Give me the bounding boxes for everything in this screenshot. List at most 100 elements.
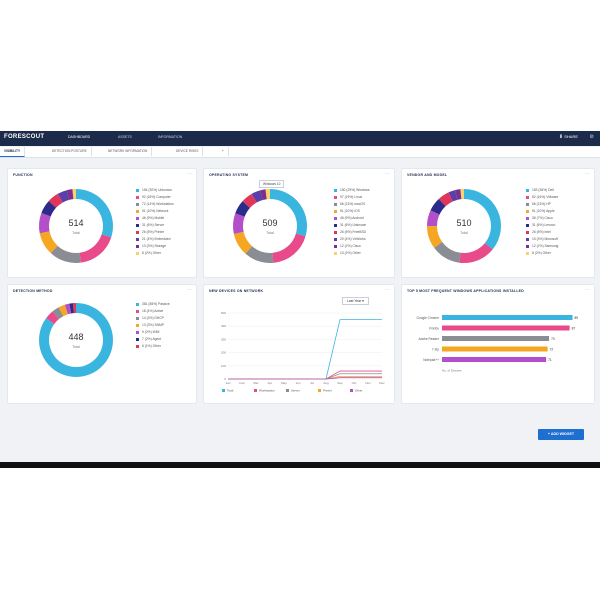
donut-slice-cisco[interactable]	[427, 210, 440, 227]
donut-slice-intel[interactable]	[438, 192, 453, 207]
card-menu-icon[interactable]: ⋯	[385, 171, 390, 177]
donut-slice-snmp[interactable]	[58, 304, 68, 317]
legend-item[interactable]: 10 (2%) Other	[334, 250, 370, 257]
legend-item[interactable]: 66 (13%) macOS	[334, 201, 370, 208]
add-widget-button[interactable]: + ADD WIDGET	[538, 429, 584, 440]
legend-item[interactable]: 8 (2%) Other	[136, 250, 174, 257]
donut-slice-unknown[interactable]	[235, 201, 251, 217]
legend-item[interactable]: 31 (6%) Lenovo	[526, 222, 558, 229]
donut-slice-server[interactable]	[41, 201, 57, 217]
brand-logo[interactable]: FORESCOUT	[4, 134, 45, 140]
settings-icon[interactable]: ⚙	[589, 134, 594, 140]
series-line-total[interactable]	[228, 319, 382, 380]
legend-item[interactable]: 26 (5%) FreeBSD	[334, 229, 370, 236]
series-line-other[interactable]	[228, 377, 382, 380]
nav-assets[interactable]: ASSETS	[118, 135, 132, 139]
donut-slice-dhcp[interactable]	[52, 307, 64, 320]
tab-device-risks[interactable]: DEVICE RISKS	[172, 147, 204, 156]
donut-slice-vmware[interactable]	[459, 242, 493, 263]
legend-item[interactable]: 46 (9%) Mobile	[136, 215, 174, 222]
donut-slice-samsung[interactable]	[454, 189, 462, 200]
donut-slice-passive[interactable]	[39, 303, 113, 377]
legend-item[interactable]: 36 (7%) Cisco	[526, 215, 558, 222]
donut-slice-windows[interactable]	[269, 189, 307, 237]
donut-slice-mobile[interactable]	[39, 212, 51, 234]
donut-slice-workstation[interactable]	[50, 245, 81, 263]
tab-visibility[interactable]: VISIBILITY	[0, 147, 26, 157]
donut-slice-macos[interactable]	[245, 246, 274, 263]
legend-item[interactable]: 9 (2%) WMI	[136, 329, 170, 336]
donut-slice-hp[interactable]	[434, 241, 461, 263]
legend-item[interactable]: 6 (1%) Other	[136, 343, 170, 350]
nav-information[interactable]: INFORMATION	[158, 135, 183, 139]
legend-item[interactable]: 66 (13%) HP	[526, 201, 558, 208]
legend-item[interactable]: 8 (2%) Other	[526, 250, 558, 257]
bar-adobe-reader[interactable]	[442, 336, 550, 341]
legend-item[interactable]: 31 (6%) Unknown	[334, 222, 370, 229]
legend-item[interactable]: 26 (5%) Intel	[526, 229, 558, 236]
donut-slice-wmi[interactable]	[64, 303, 72, 315]
time-range-select[interactable]: Last Year ▾	[342, 297, 369, 305]
donut-slice-linux[interactable]	[272, 233, 306, 263]
legend-item[interactable]: 183 (36%) Dell	[526, 187, 558, 194]
legend-item[interactable]: 13 (3%) SNMP	[136, 322, 170, 329]
legend-label[interactable]: Server	[291, 389, 300, 393]
bar-google-chrome[interactable]	[442, 315, 573, 320]
donut-slice-dell[interactable]	[463, 189, 501, 250]
legend-item[interactable]: 12 (2%) Samsung	[526, 243, 558, 250]
legend-item[interactable]: 72 (14%) Workstation	[136, 201, 174, 208]
bar-7-zip[interactable]	[442, 346, 548, 352]
legend-item[interactable]: 154 (30%) Unknown	[136, 187, 174, 194]
legend-label[interactable]: Other	[355, 389, 363, 393]
donut-slice-apple[interactable]	[427, 225, 443, 248]
donut-slice-cisco[interactable]	[260, 189, 267, 201]
card-menu-icon[interactable]: ⋯	[187, 287, 192, 293]
donut-slice-active[interactable]	[46, 311, 59, 325]
bar-notepad-[interactable]	[442, 357, 547, 362]
legend-item[interactable]: 97 (19%) Linux	[334, 194, 370, 201]
bar-firefox[interactable]	[442, 325, 570, 331]
donut-slice-unknown[interactable]	[75, 189, 113, 238]
tab-add[interactable]: +	[218, 147, 229, 156]
legend-item[interactable]: 82 (16%) VMware	[526, 194, 558, 201]
card-menu-icon[interactable]: ⋯	[585, 287, 590, 293]
legend-item[interactable]: 150 (29%) Windows	[334, 187, 370, 194]
donut-slice-lenovo[interactable]	[430, 198, 446, 215]
legend-item[interactable]: 51 (10%) Network	[136, 208, 174, 215]
donut-slice-embedded[interactable]	[57, 190, 70, 203]
legend-item[interactable]: 12 (2%) Cisco	[334, 243, 370, 250]
legend-label[interactable]: Printer	[323, 389, 332, 393]
donut-slice-network[interactable]	[39, 231, 58, 254]
donut-slice-freebsd[interactable]	[242, 193, 257, 209]
share-button[interactable]: ⬇ SHARE	[559, 134, 578, 140]
legend-item[interactable]: 20 (4%) VxWorks	[334, 236, 370, 243]
donut-slice-storage[interactable]	[66, 189, 74, 200]
card-menu-icon[interactable]: ⋯	[585, 171, 590, 177]
tab-detection-posture[interactable]: DETECTION POSTURE	[48, 147, 92, 156]
legend-item[interactable]: 51 (10%) iOS	[334, 208, 370, 215]
legend-item[interactable]: 15 (3%) Microsoft	[526, 236, 558, 243]
legend-item[interactable]: 14 (3%) DHCP	[136, 315, 170, 322]
legend-item[interactable]: 21 (4%) Embedded	[136, 236, 174, 243]
legend-item[interactable]: 92 (18%) Computer	[136, 194, 174, 201]
nav-dashboard[interactable]: DASHBOARD	[68, 135, 91, 139]
donut-slice-printer[interactable]	[48, 193, 63, 208]
donut-slice-ios[interactable]	[233, 231, 253, 254]
donut-slice-microsoft[interactable]	[448, 190, 458, 202]
legend-item[interactable]: 31 (6%) Server	[136, 222, 174, 229]
card-menu-icon[interactable]: ⋯	[187, 171, 192, 177]
legend-label[interactable]: Workstation	[259, 389, 275, 393]
card-menu-icon[interactable]: ⋯	[385, 287, 390, 293]
legend-item[interactable]: 7 (2%) Agent	[136, 336, 170, 343]
legend-item[interactable]: 13 (3%) Storage	[136, 243, 174, 250]
legend-item[interactable]: 26 (5%) Printer	[136, 229, 174, 236]
legend-item[interactable]: 51 (10%) Apple	[526, 208, 558, 215]
donut-slice-computer[interactable]	[79, 233, 112, 263]
legend-label[interactable]: Total	[227, 389, 234, 393]
legend-item[interactable]: 381 (85%) Passive	[136, 301, 170, 308]
tab-network-information[interactable]: NETWORK INFORMATION	[104, 147, 153, 156]
legend-item[interactable]: 18 (4%) Active	[136, 308, 170, 315]
donut-slice-android[interactable]	[233, 213, 245, 235]
legend-item[interactable]: 46 (9%) Android	[334, 215, 370, 222]
donut-slice-vxworks[interactable]	[251, 190, 263, 203]
